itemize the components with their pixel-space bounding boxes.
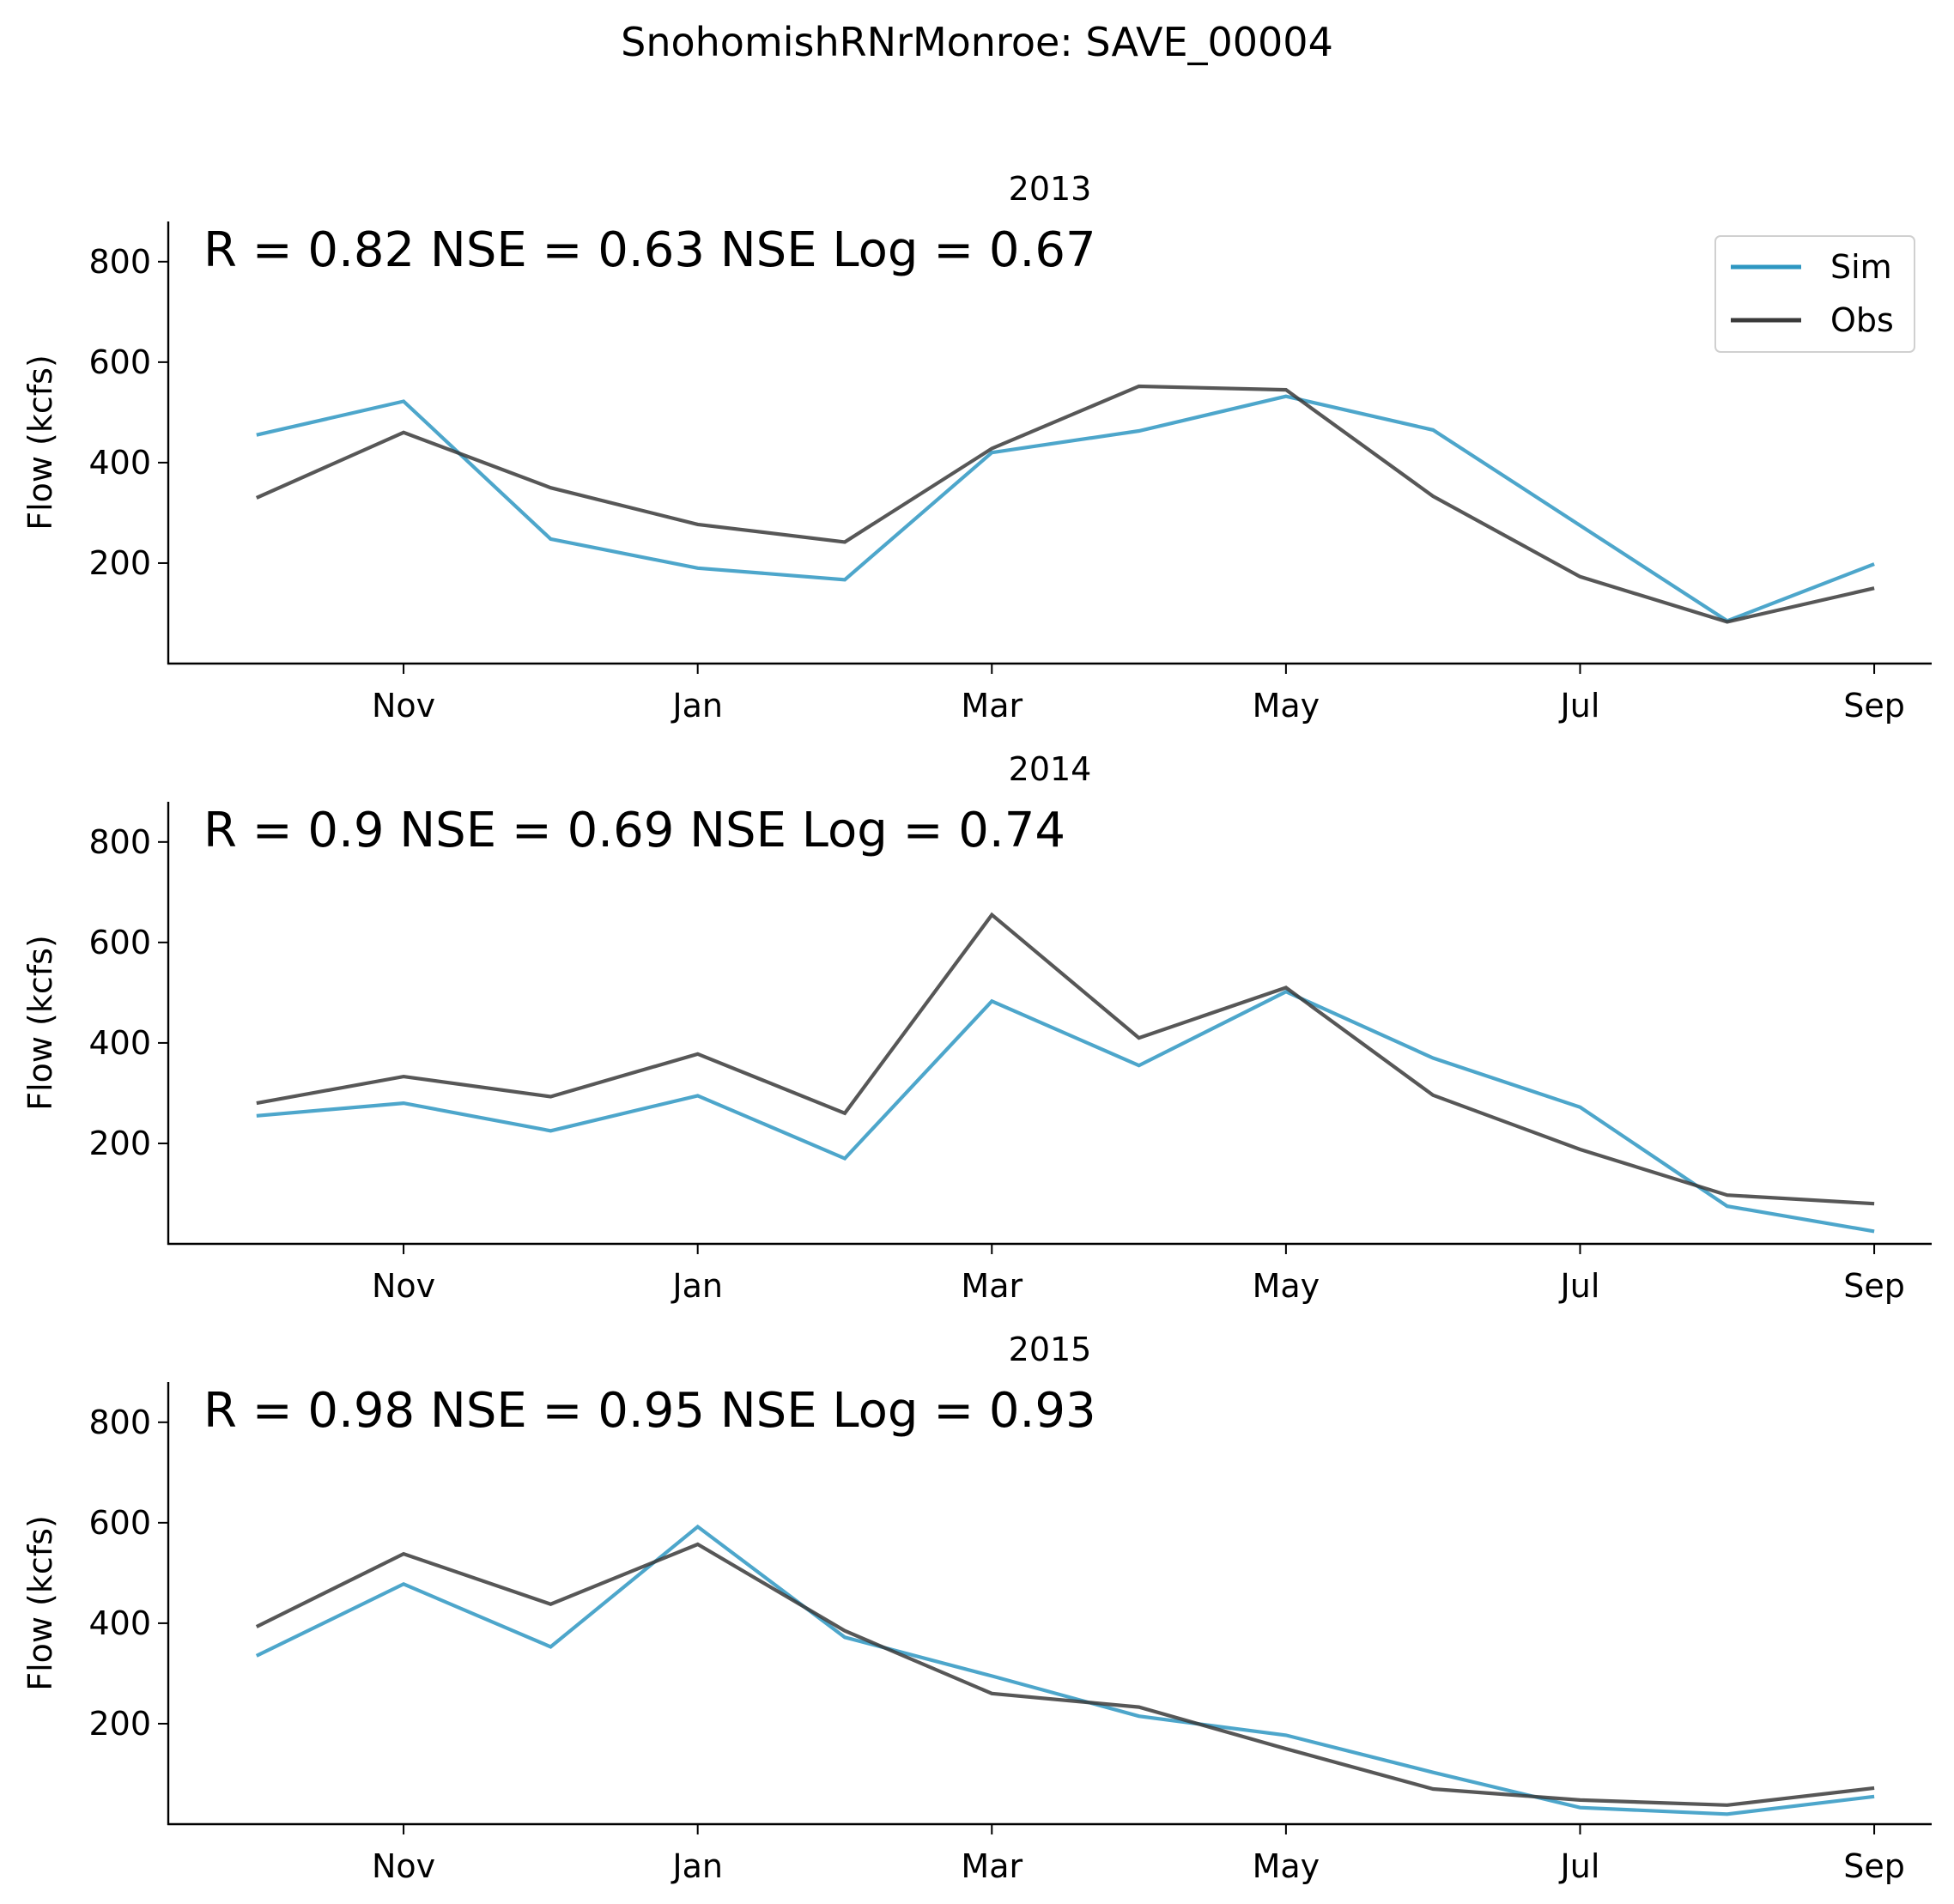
x-tick-label: Jan: [671, 1267, 723, 1305]
stats-annotation: R = 0.9 NSE = 0.69 NSE Log = 0.74: [203, 803, 1065, 858]
y-tick-label: 600: [88, 343, 151, 381]
y-tick-label: 400: [88, 444, 151, 482]
series-line-obs: [255, 1542, 1875, 1807]
y-tick-label: 800: [88, 243, 151, 281]
panel-2013: 2013 200 400 600 800 Nov Jan Mar May Jul Sep Flow (…: [21, 170, 1932, 725]
y-tick-label: 800: [88, 1404, 151, 1441]
x-tick-label: Nov: [372, 1847, 435, 1885]
stats-annotation: R = 0.98 NSE = 0.95 NSE Log = 0.93: [203, 1383, 1096, 1439]
panel-title: 2014: [1009, 750, 1092, 788]
figure-suptitle: SnohomishRNrMonroe: SAVE_00004: [621, 19, 1333, 65]
series-line-sim: [255, 1524, 1875, 1816]
series-line-sim: [256, 989, 1875, 1234]
y-tick-label: 200: [88, 1125, 151, 1162]
x-tick-label: Sep: [1843, 687, 1905, 725]
series-line-obs: [256, 912, 1875, 1206]
x-tick-label: Sep: [1843, 1267, 1905, 1305]
y-tick-label: 400: [88, 1604, 151, 1642]
x-tick-label: Jan: [671, 1847, 723, 1885]
y-tick-label: 200: [88, 1705, 151, 1743]
panel-2015: 2015 200 400 600 800 Nov Jan Mar May Jul Sep Flow (…: [21, 1331, 1932, 1885]
panels: 2013 200 400 600 800 Nov Jan Mar May Jul Sep Flow (…: [21, 170, 1932, 1885]
y-axis-label: Flow (kcfs): [21, 935, 59, 1111]
x-tick-label: Jul: [1559, 687, 1600, 725]
x-tick-label: May: [1253, 687, 1320, 725]
x-tick-label: May: [1253, 1847, 1320, 1885]
x-tick-label: Nov: [372, 687, 435, 725]
legend-label: Sim: [1830, 248, 1892, 286]
x-tick-label: Nov: [372, 1267, 435, 1305]
y-axis-label: Flow (kcfs): [21, 1515, 59, 1691]
panel-2014: 2014 200 400 600 800 Nov Jan Mar May Jul Sep Flow (…: [21, 750, 1932, 1305]
panel-title: 2015: [1009, 1331, 1092, 1368]
y-tick-label: 600: [88, 924, 151, 961]
y-tick-label: 400: [88, 1024, 151, 1062]
x-tick-label: Mar: [961, 1847, 1023, 1885]
legend: Sim Obs: [1714, 235, 1915, 353]
series-line-obs: [255, 384, 1875, 624]
x-tick-label: May: [1253, 1267, 1320, 1305]
x-tick-label: Jul: [1559, 1847, 1600, 1885]
y-axis-label: Flow (kcfs): [21, 355, 59, 531]
panel-title: 2013: [1009, 170, 1092, 208]
y-tick-label: 800: [88, 823, 151, 861]
x-tick-label: Mar: [961, 687, 1023, 725]
x-tick-label: Sep: [1843, 1847, 1905, 1885]
x-tick-label: Mar: [961, 1267, 1023, 1305]
x-tick-label: Jul: [1559, 1267, 1600, 1305]
stats-annotation: R = 0.82 NSE = 0.63 NSE Log = 0.67: [203, 222, 1096, 278]
y-tick-label: 200: [88, 544, 151, 582]
legend-label: Obs: [1830, 301, 1894, 339]
series-line-sim: [256, 394, 1875, 623]
y-tick-label: 600: [88, 1504, 151, 1542]
x-tick-label: Jan: [671, 687, 723, 725]
